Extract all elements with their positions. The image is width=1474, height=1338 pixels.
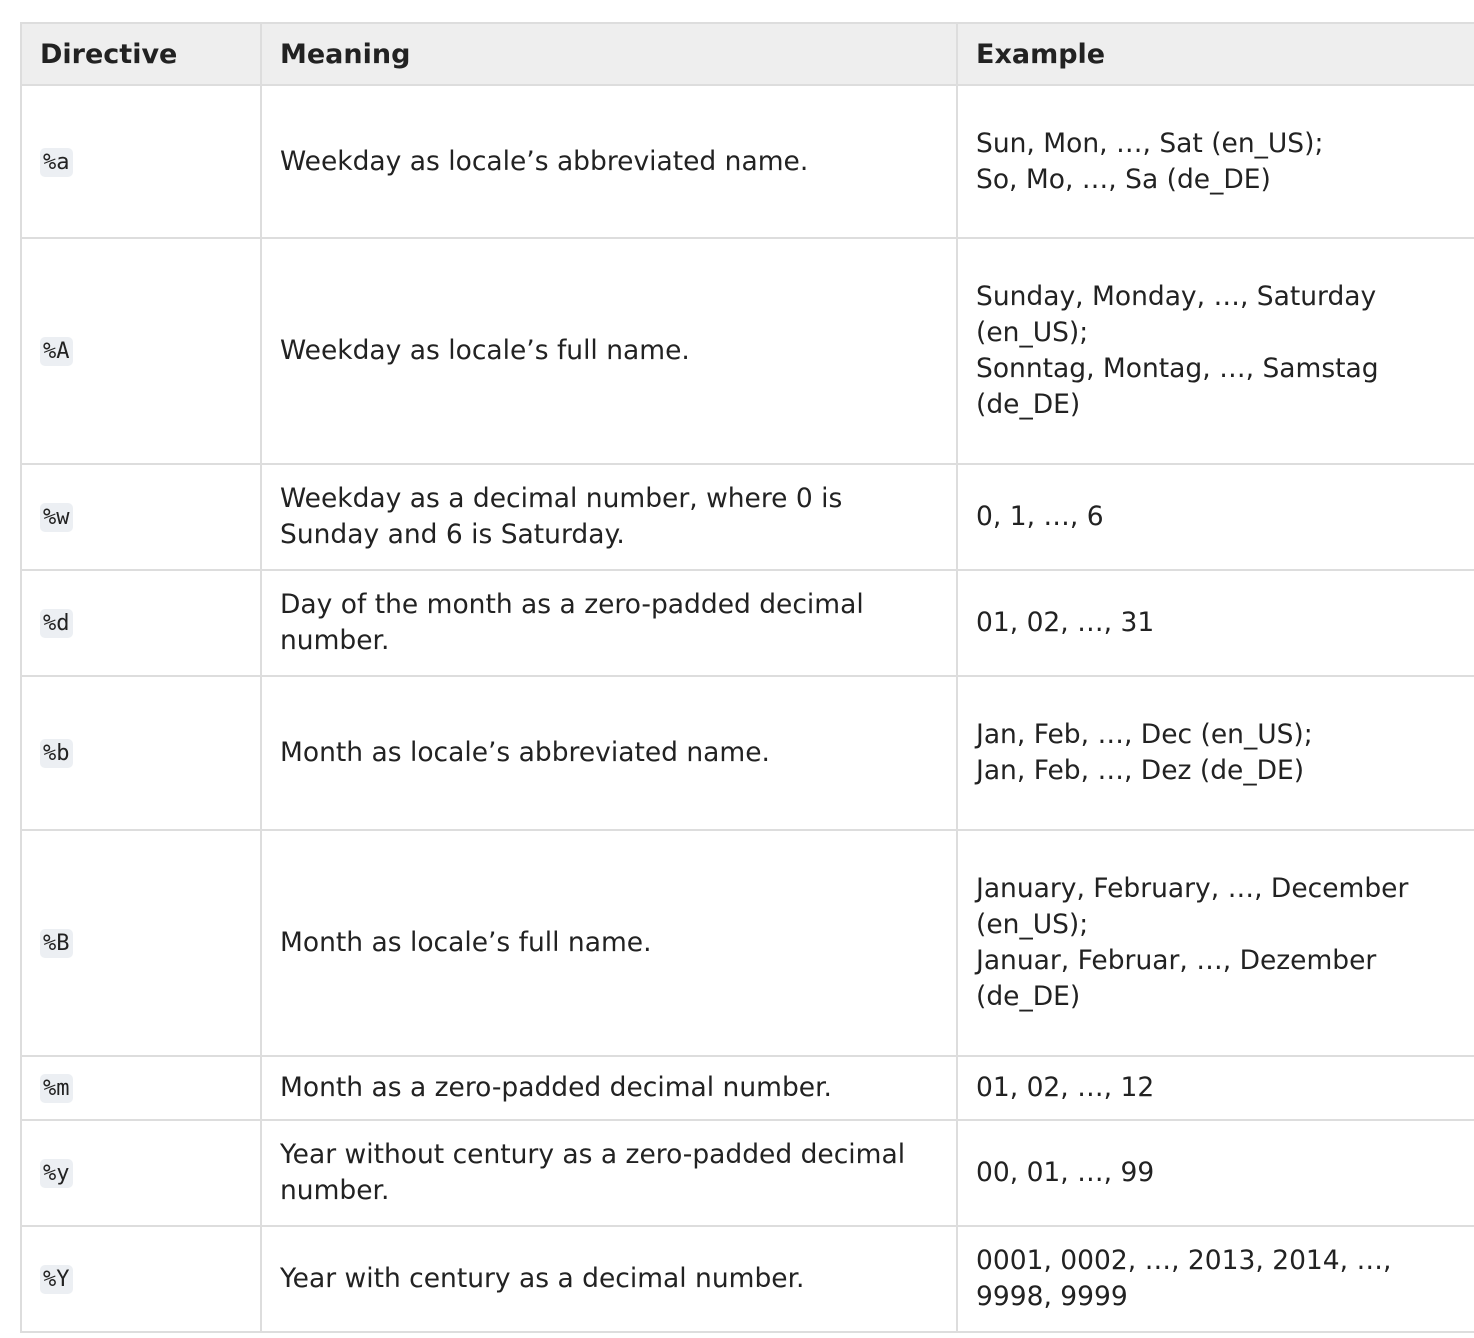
meaning-cell: Weekday as locale’s abbreviated name. [260,84,958,239]
table-row: %A Weekday as locale’s full name. Sunday, … [20,237,1474,465]
directive-code: %m [40,1074,73,1103]
directive-code: %w [40,503,73,532]
table-row: %B Month as locale’s full name. January, F… [20,829,1474,1057]
header-directive: Directive [20,22,262,86]
example-line: Januar, Februar, …, Dezember (de_DE) [976,945,1377,1012]
directive-cell: %Y [20,1225,262,1333]
header-row: Directive Meaning Example [20,22,1474,86]
example-line: 0, 1, …, 6 [976,501,1104,532]
example-cell: Sunday, Monday, …, Saturday (en_US); Sonn… [956,237,1474,465]
table-row: %w Weekday as a decimal number, where 0 i… [20,463,1474,571]
directive-cell: %y [20,1119,262,1227]
table-row: %a Weekday as locale’s abbreviated name. S… [20,84,1474,239]
example-line: 0001, 0002, …, 2013, 2014, …, 9998, 9999 [976,1245,1392,1312]
table-row: %Y Year with century as a decimal number.… [20,1225,1474,1333]
meaning-cell: Year without century as a zero-padded de… [260,1119,958,1227]
directive-code: %y [40,1159,73,1188]
directive-cell: %b [20,675,262,831]
directive-code: %b [40,739,73,768]
example-line: So, Mo, …, Sa (de_DE) [976,163,1271,195]
meaning-cell: Month as a zero-padded decimal number. [260,1055,958,1121]
table-row: %d Day of the month as a zero-padded deci… [20,569,1474,677]
table-row: %y Year without century as a zero-padded … [20,1119,1474,1227]
header-example: Example [956,22,1474,86]
table-row: %b Month as locale’s abbreviated name. Jan… [20,675,1474,831]
example-cell: 0, 1, …, 6 [956,463,1474,571]
example-cell: 0001, 0002, …, 2013, 2014, …, 9998, 9999 [956,1225,1474,1333]
example-line: 00, 01, …, 99 [976,1157,1155,1188]
directive-cell: %m [20,1055,262,1121]
example-line: Sunday, Monday, …, Saturday (en_US); [976,281,1377,348]
example-cell: 00, 01, …, 99 [956,1119,1474,1227]
example-cell: 01, 02, …, 31 [956,569,1474,677]
example-line: Sun, Mon, …, Sat (en_US); [976,127,1324,159]
example-line: January, February, …, December (en_US); [976,873,1409,940]
example-line: Jan, Feb, …, Dez (de_DE) [976,755,1305,786]
directive-code: %a [40,147,73,177]
directive-code: %A [40,337,73,366]
directive-cell: %a [20,84,262,239]
directive-cell: %B [20,829,262,1057]
strftime-directives-table: Directive Meaning Example %a Weekday as l… [20,22,1474,1333]
header-meaning: Meaning [260,22,958,86]
directive-code: %d [40,609,73,638]
meaning-cell: Month as locale’s abbreviated name. [260,675,958,831]
meaning-cell: Month as locale’s full name. [260,829,958,1057]
table-row: %m Month as a zero-padded decimal number.… [20,1055,1474,1121]
example-line: 01, 02, …, 31 [976,607,1155,638]
example-cell: January, February, …, December (en_US); J… [956,829,1474,1057]
example-line: Jan, Feb, …, Dec (en_US); [976,719,1313,750]
example-cell: 01, 02, …, 12 [956,1055,1474,1121]
directive-code: %Y [40,1265,73,1294]
directive-code: %B [40,929,73,958]
example-line: Sonntag, Montag, …, Samstag (de_DE) [976,353,1379,420]
meaning-cell: Weekday as a decimal number, where 0 is … [260,463,958,571]
directive-cell: %w [20,463,262,571]
meaning-cell: Weekday as locale’s full name. [260,237,958,465]
example-cell: Jan, Feb, …, Dec (en_US); Jan, Feb, …, De… [956,675,1474,831]
directive-cell: %d [20,569,262,677]
example-cell: Sun, Mon, …, Sat (en_US); So, Mo, …, Sa (… [956,84,1474,239]
meaning-cell: Year with century as a decimal number. [260,1225,958,1333]
example-line: 01, 02, …, 12 [976,1072,1155,1103]
meaning-cell: Day of the month as a zero-padded decima… [260,569,958,677]
directive-cell: %A [20,237,262,465]
